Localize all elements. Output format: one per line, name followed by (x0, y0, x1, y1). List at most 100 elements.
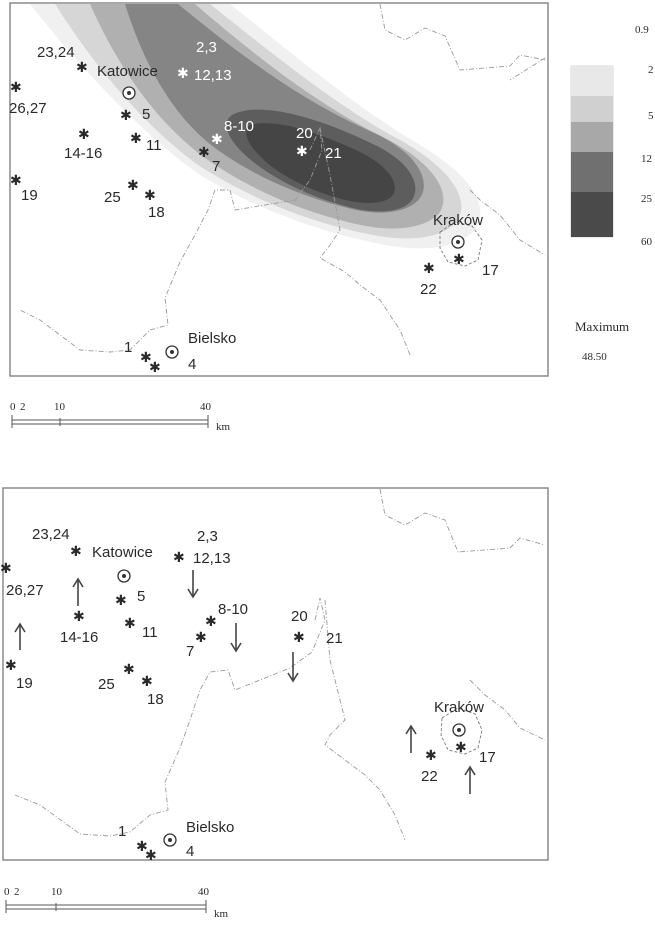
scale-tick: 10 (54, 401, 66, 413)
city-label-bielsko: Bielsko (188, 330, 236, 347)
legend-level: 0.9 (635, 24, 649, 36)
station-label: 19 (21, 187, 38, 204)
city-circle-icon (453, 724, 465, 736)
station-star-icon: ✱ (423, 260, 435, 276)
station-star-icon: ✱ (120, 107, 132, 123)
legend-swatch (571, 192, 613, 237)
station-label: 2,3 (196, 39, 217, 56)
station-label: 1 (118, 823, 126, 840)
station-star-icon: ✱ (5, 657, 17, 673)
station-label: 25 (98, 676, 115, 693)
station-label: 1 (124, 339, 132, 356)
legend-swatch (571, 152, 613, 192)
city-label-krakow: Kraków (434, 699, 484, 716)
station-label: 21 (325, 145, 342, 162)
bottom-map: ✱ ✱ ✱ ✱ ✱ ✱ ✱ ✱ ✱ ✱ ✱ ✱ ✱ ✱ ✱ ✱ (0, 488, 548, 863)
station-star-icon: ✱ (70, 543, 82, 559)
station-label: 7 (186, 643, 194, 660)
legend-level: 2 (648, 64, 654, 76)
station-star-icon: ✱ (130, 130, 142, 146)
station-label: 20 (291, 608, 308, 625)
city-label-krakow: Kraków (433, 212, 483, 229)
scale-tick: 0 (10, 401, 16, 413)
scale-unit: km (216, 421, 231, 433)
legend-level: 12 (641, 153, 652, 165)
station-star-icon: ✱ (145, 847, 157, 863)
city-circle-icon (123, 87, 135, 99)
station-star-icon: ✱ (10, 79, 22, 95)
scale-tick: 40 (200, 401, 212, 413)
station-star-icon: ✱ (173, 549, 185, 565)
city-circle-icon (164, 834, 176, 846)
station-label: 20 (296, 125, 313, 142)
city-circle-icon (118, 570, 130, 582)
legend-maximum-value: 48.50 (582, 351, 607, 363)
station-star-icon: ✱ (455, 739, 467, 755)
station-star-icon: ✱ (76, 59, 88, 75)
station-star-icon: ✱ (144, 187, 156, 203)
station-star-icon: ✱ (296, 143, 308, 159)
station-label: 12,13 (193, 550, 231, 567)
station-label: 23,24 (32, 526, 70, 543)
top-map: ✱ ✱ ✱ ✱ ✱ ✱ ✱ ✱ ✱ ✱ ✱ ✱ ✱ ✱ ✱ ✱ (9, 3, 548, 376)
station-star-icon: ✱ (198, 144, 210, 160)
legend-level: 60 (641, 236, 653, 248)
city-label-bielsko: Bielsko (186, 819, 234, 836)
station-label: 8-10 (218, 601, 248, 618)
legend-swatch (571, 122, 613, 152)
station-star-icon: ✱ (124, 615, 136, 631)
station-star-icon: ✱ (10, 172, 22, 188)
station-label: 14-16 (64, 145, 102, 162)
station-star-icon: ✱ (73, 608, 85, 624)
station-label: 12,13 (194, 67, 232, 84)
scale-tick: 2 (14, 886, 20, 898)
legend-level: 25 (641, 193, 653, 205)
legend-swatch (571, 66, 613, 96)
station-label: 19 (16, 675, 33, 692)
station-label: 2,3 (197, 528, 218, 545)
legend-swatch (571, 96, 613, 122)
scale-tick: 40 (198, 886, 210, 898)
station-label: 25 (104, 189, 121, 206)
scale-tick: 10 (51, 886, 63, 898)
station-star-icon: ✱ (115, 592, 127, 608)
station-label: 26,27 (9, 100, 47, 117)
station-label: 17 (482, 262, 499, 279)
station-label: 14-16 (60, 629, 98, 646)
top-scale-bar: 0 2 10 40 km (10, 401, 231, 433)
station-star-icon: ✱ (78, 126, 90, 142)
station-star-icon: ✱ (177, 65, 189, 81)
station-star-icon: ✱ (425, 747, 437, 763)
city-label-katowice: Katowice (92, 544, 153, 561)
scale-tick: 2 (20, 401, 26, 413)
station-star-icon: ✱ (123, 661, 135, 677)
station-label: 22 (421, 768, 438, 785)
station-label: 17 (479, 749, 496, 766)
station-star-icon: ✱ (141, 673, 153, 689)
station-label: 26,27 (6, 582, 44, 599)
city-circle-icon (452, 236, 464, 248)
station-star-icon: ✱ (293, 629, 305, 645)
station-star-icon: ✱ (127, 177, 139, 193)
station-label: 5 (137, 588, 145, 605)
station-label: 21 (326, 630, 343, 647)
concentration-legend: 0.9 2 5 12 25 60 Maximum 48.50 (571, 24, 654, 363)
station-star-icon: ✱ (195, 629, 207, 645)
scale-bar-body (6, 905, 206, 909)
bottom-scale-bar: 0 2 10 40 km (4, 886, 229, 920)
legend-level: 5 (648, 110, 654, 122)
scale-bar-body (12, 420, 208, 424)
station-label: 7 (212, 158, 220, 175)
station-star-icon: ✱ (211, 131, 223, 147)
station-label: 23,24 (37, 44, 75, 61)
legend-maximum-label: Maximum (575, 319, 629, 334)
city-label-katowice: Katowice (97, 63, 158, 80)
station-label: 18 (147, 691, 164, 708)
station-label: 22 (420, 281, 437, 298)
station-star-icon: ✱ (453, 251, 465, 267)
station-label: 11 (142, 624, 158, 641)
station-label: 4 (188, 356, 196, 373)
station-label: 4 (186, 843, 194, 860)
station-label: 18 (148, 204, 165, 221)
